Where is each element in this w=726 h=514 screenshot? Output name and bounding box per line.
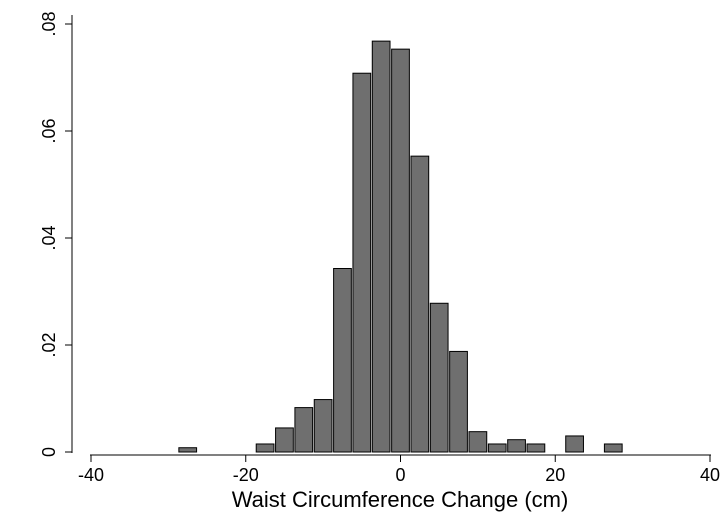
histogram-bar (410, 155, 430, 453)
y-tick-label: .06 (39, 118, 59, 143)
histogram-bars (178, 40, 623, 453)
histogram-bar (449, 350, 468, 453)
histogram-bar (275, 427, 294, 453)
x-tick-label: 0 (395, 465, 405, 485)
x-tick-label: 40 (700, 465, 720, 485)
histogram-bar (371, 40, 391, 453)
histogram-bar (468, 431, 488, 453)
y-axis-ticks: 0 .02 .04 .06 .08 (39, 11, 72, 457)
histogram-bar (487, 443, 507, 453)
histogram-bar (507, 439, 526, 453)
histogram-bar (255, 443, 275, 453)
histogram-bar (526, 443, 546, 453)
histogram-bar (313, 399, 333, 453)
histogram-bar (294, 407, 314, 453)
x-tick-label: -20 (233, 465, 259, 485)
y-tick-label: 0 (39, 447, 59, 457)
histogram-bar (429, 302, 449, 453)
y-tick-label: .02 (39, 332, 59, 357)
y-tick-label: .08 (39, 11, 59, 36)
histogram-bar (333, 268, 352, 453)
histogram-bar (178, 447, 198, 453)
x-tick-label: 20 (545, 465, 565, 485)
x-tick-label: -40 (78, 465, 104, 485)
x-axis-ticks: -40 -20 0 20 40 (78, 455, 720, 485)
histogram-bar (603, 443, 623, 453)
histogram-bar (565, 435, 584, 453)
histogram-bar (391, 48, 410, 453)
y-tick-label: .04 (39, 225, 59, 250)
histogram-bar (352, 72, 372, 453)
x-axis-title: Waist Circumference Change (cm) (232, 487, 569, 512)
